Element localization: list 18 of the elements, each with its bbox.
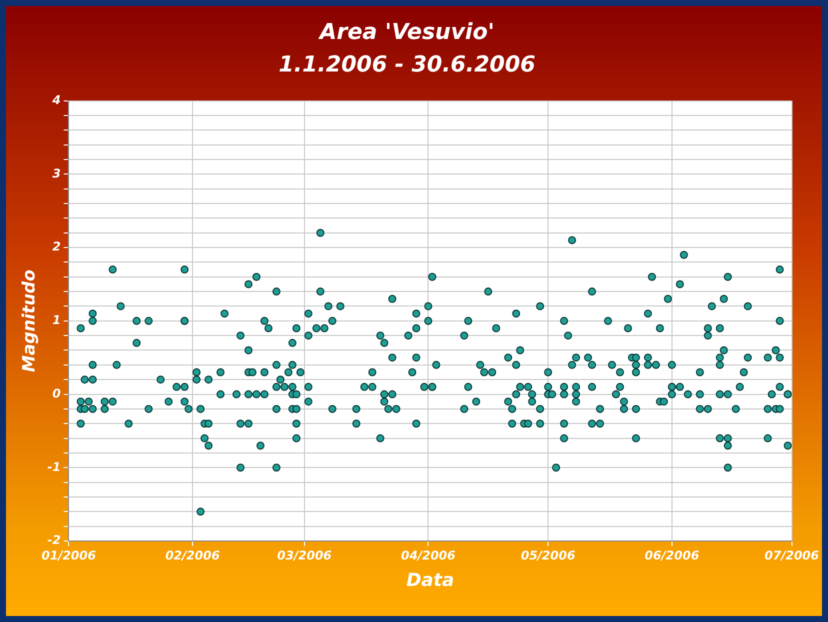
chart-title: Area 'Vesuvio' <box>318 20 494 45</box>
x-tick-label: 06/2006 <box>644 548 700 562</box>
y-tick-label: 1 <box>52 313 61 328</box>
x-tick-label: 02/2006 <box>165 548 220 562</box>
x-tick-label: 07/2006 <box>764 548 819 562</box>
x-tick-label: 03/2006 <box>277 548 332 562</box>
x-tick-label: 04/2006 <box>401 548 456 562</box>
y-tick-label: -1 <box>47 460 61 474</box>
x-tick-label: 01/2006 <box>41 548 96 562</box>
y-axis-title: Magnitudo <box>20 269 40 372</box>
chart-subtitle: 1.1.2006 - 30.6.2006 <box>278 52 536 78</box>
y-tick-label: -2 <box>47 533 61 548</box>
x-axis-title: Data <box>406 570 454 591</box>
y-tick-label: 3 <box>52 166 61 180</box>
x-tick-label: 05/2006 <box>520 548 576 562</box>
y-tick-label: 2 <box>52 240 61 254</box>
y-tick-label: 0 <box>52 386 61 400</box>
y-tick-label: 4 <box>51 92 61 107</box>
